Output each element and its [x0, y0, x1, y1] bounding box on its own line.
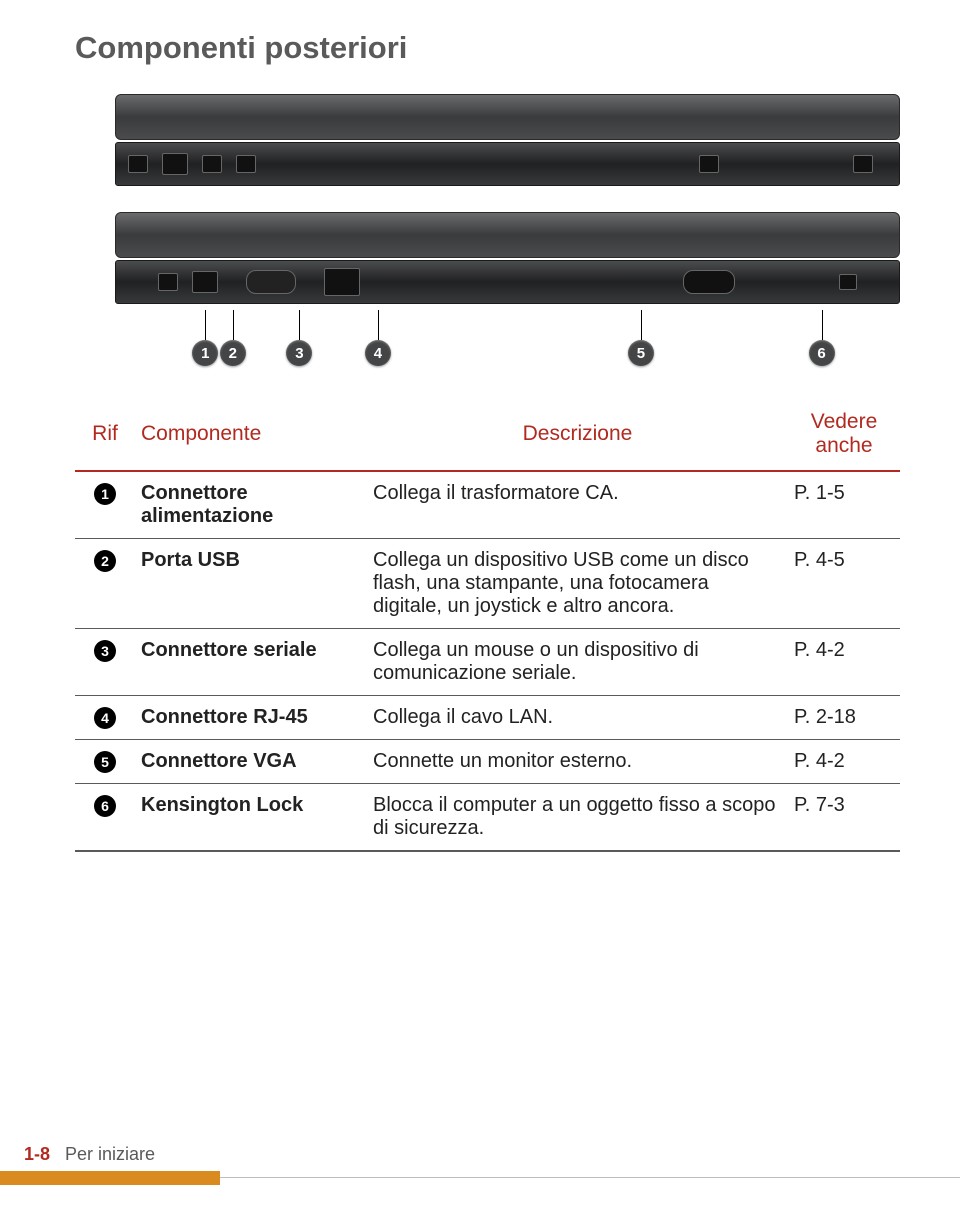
row-num-badge: 6	[94, 795, 116, 817]
footer-rule	[220, 1177, 960, 1178]
callout-badge: 3	[286, 340, 312, 366]
th-descrizione: Descrizione	[367, 400, 788, 471]
row-componente: Connettore seriale	[135, 629, 367, 696]
row-componente: Connettore VGA	[135, 740, 367, 784]
row-descrizione: Connette un monitor esterno.	[367, 740, 788, 784]
callout-badge: 4	[365, 340, 391, 366]
callout-badge: 6	[809, 340, 835, 366]
row-ref: P. 7-3	[788, 784, 900, 852]
page-footer: 1-8 Per iniziare	[24, 1144, 155, 1165]
row-num-badge: 4	[94, 707, 116, 729]
row-descrizione: Collega il trasformatore CA.	[367, 471, 788, 539]
table-row: 5 Connettore VGA Connette un monitor est…	[75, 740, 900, 784]
table-row: 3 Connettore seriale Collega un mouse o …	[75, 629, 900, 696]
row-num-badge: 2	[94, 550, 116, 572]
row-ref: P. 4-2	[788, 740, 900, 784]
row-componente: Kensington Lock	[135, 784, 367, 852]
callout-badge: 1	[192, 340, 218, 366]
row-num-badge: 3	[94, 640, 116, 662]
callout-badge: 2	[220, 340, 246, 366]
row-componente: Connettore alimentazione	[135, 471, 367, 539]
th-rif: Rif	[75, 400, 135, 471]
th-vedere: Vedere anche	[788, 400, 900, 471]
th-componente: Componente	[135, 400, 367, 471]
device-image-bottom	[115, 212, 900, 304]
page-title: Componenti posteriori	[75, 30, 900, 66]
table-row: 2 Porta USB Collega un dispositivo USB c…	[75, 539, 900, 629]
row-ref: P. 4-5	[788, 539, 900, 629]
row-descrizione: Collega un mouse o un dispositivo di com…	[367, 629, 788, 696]
row-ref: P. 1-5	[788, 471, 900, 539]
row-ref: P. 2-18	[788, 696, 900, 740]
row-componente: Connettore RJ-45	[135, 696, 367, 740]
row-num-badge: 1	[94, 483, 116, 505]
callout-leaders: 1 2 3 4 5 6	[115, 310, 900, 372]
row-ref: P. 4-2	[788, 629, 900, 696]
components-table: Rif Componente Descrizione Vedere anche …	[75, 400, 900, 852]
row-descrizione: Collega il cavo LAN.	[367, 696, 788, 740]
row-descrizione: Blocca il computer a un oggetto fisso a …	[367, 784, 788, 852]
footer-accent-bar	[0, 1171, 220, 1185]
row-componente: Porta USB	[135, 539, 367, 629]
callout-badge: 5	[628, 340, 654, 366]
footer-section: Per iniziare	[65, 1144, 155, 1164]
row-num-badge: 5	[94, 751, 116, 773]
device-image-top	[115, 94, 900, 186]
row-descrizione: Collega un dispositivo USB come un disco…	[367, 539, 788, 629]
footer-page-number: 1-8	[24, 1144, 50, 1164]
table-row: 1 Connettore alimentazione Collega il tr…	[75, 471, 900, 539]
device-figure: 1 2 3 4 5 6	[115, 94, 900, 372]
table-row: 6 Kensington Lock Blocca il computer a u…	[75, 784, 900, 852]
table-row: 4 Connettore RJ-45 Collega il cavo LAN. …	[75, 696, 900, 740]
